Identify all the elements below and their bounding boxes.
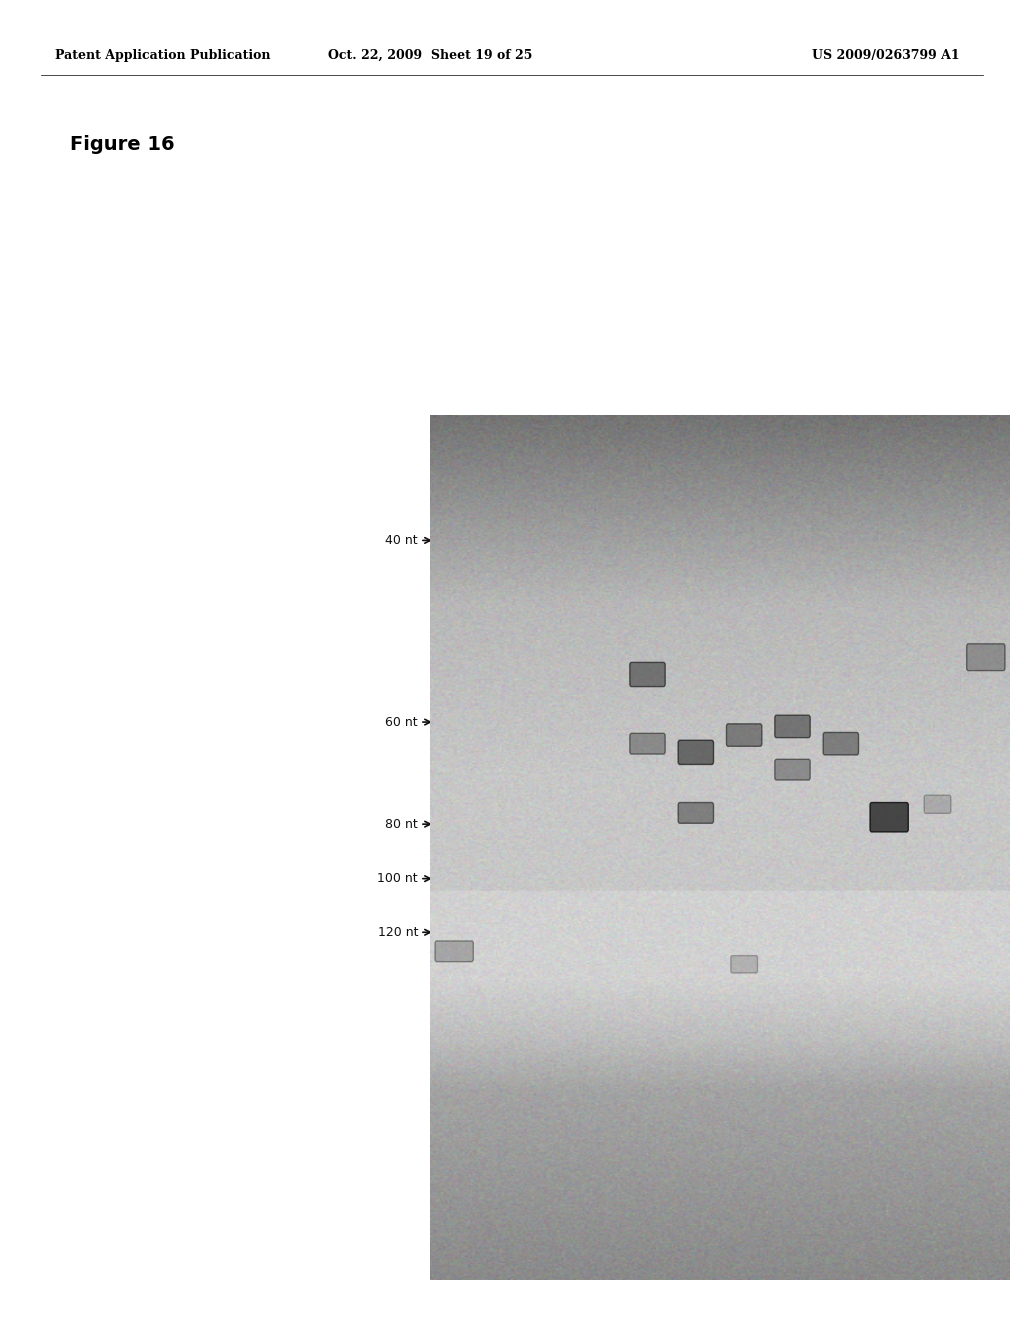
Text: 91mer-B: 91mer-B [503, 869, 512, 909]
Text: 80 nt: 80 nt [385, 817, 418, 830]
FancyBboxPatch shape [630, 663, 666, 686]
FancyBboxPatch shape [678, 803, 714, 824]
Text: 123mer-B: 123mer-B [599, 863, 609, 909]
Text: 91mer-A: 91mer-A [455, 869, 464, 909]
Text: 60 nt: 60 nt [385, 715, 418, 729]
FancyBboxPatch shape [678, 741, 714, 764]
Text: 100 nt: 100 nt [378, 873, 418, 886]
FancyBboxPatch shape [823, 733, 858, 755]
Text: 91mer-B + 123mer-A: 91mer-B + 123mer-A [793, 808, 803, 909]
FancyBboxPatch shape [731, 956, 758, 973]
FancyBboxPatch shape [775, 759, 810, 780]
Text: 91mer-A + 93mer-A: 91mer-A + 93mer-A [889, 813, 899, 909]
Text: US 2009/0263799 A1: US 2009/0263799 A1 [812, 49, 961, 62]
Text: 123mer-A + 123mer-B: 123mer-A + 123mer-B [986, 801, 995, 909]
FancyBboxPatch shape [775, 715, 810, 738]
Text: All Four SS Oligos: All Four SS Oligos [647, 825, 657, 909]
Text: 91mer-B + 123mer-B: 91mer-B + 123mer-B [841, 808, 851, 909]
Text: 91mer-A + 123mer-B: 91mer-A + 123mer-B [744, 808, 754, 909]
Text: Oct. 22, 2009  Sheet 19 of 25: Oct. 22, 2009 Sheet 19 of 25 [328, 49, 532, 62]
FancyBboxPatch shape [924, 795, 951, 813]
FancyBboxPatch shape [726, 723, 762, 746]
Text: 40 nt: 40 nt [385, 533, 418, 546]
Text: 91mer-A + 93mer-B: 91mer-A + 93mer-B [938, 813, 947, 909]
Text: Patent Application Publication: Patent Application Publication [55, 49, 270, 62]
Text: 91mer-A + 123mer-A: 91mer-A + 123mer-A [696, 808, 706, 909]
Text: Figure 16: Figure 16 [70, 136, 175, 154]
FancyBboxPatch shape [967, 644, 1005, 671]
FancyBboxPatch shape [435, 941, 473, 962]
Text: 123mer-A: 123mer-A [551, 863, 561, 909]
Text: 120 nt: 120 nt [378, 925, 418, 939]
FancyBboxPatch shape [870, 803, 908, 832]
FancyBboxPatch shape [630, 734, 666, 754]
